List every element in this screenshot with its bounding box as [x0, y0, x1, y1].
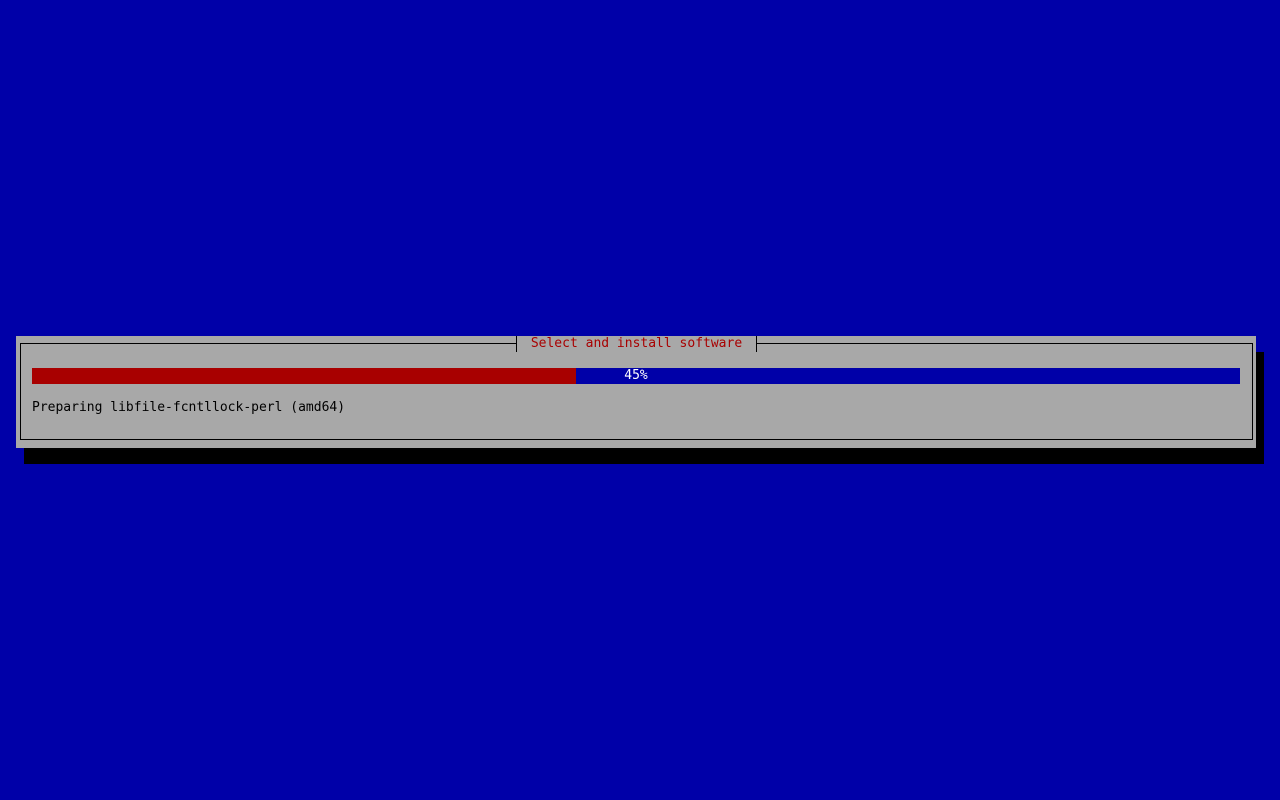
- dialog-title: Select and install software: [530, 336, 743, 351]
- dialog-title-box: Select and install software: [516, 336, 757, 352]
- progress-dialog: Select and install software 45% Preparin…: [16, 336, 1256, 448]
- dialog-shadow: [24, 448, 1264, 464]
- dialog-shadow-right: [1256, 352, 1264, 448]
- dialog-frame: [20, 343, 1253, 440]
- progress-percent: 45%: [624, 368, 648, 383]
- status-text: Preparing libfile-fcntllock-perl (amd64): [32, 400, 346, 415]
- progress-bar: 45%: [32, 368, 1240, 384]
- progress-fill: [32, 368, 576, 384]
